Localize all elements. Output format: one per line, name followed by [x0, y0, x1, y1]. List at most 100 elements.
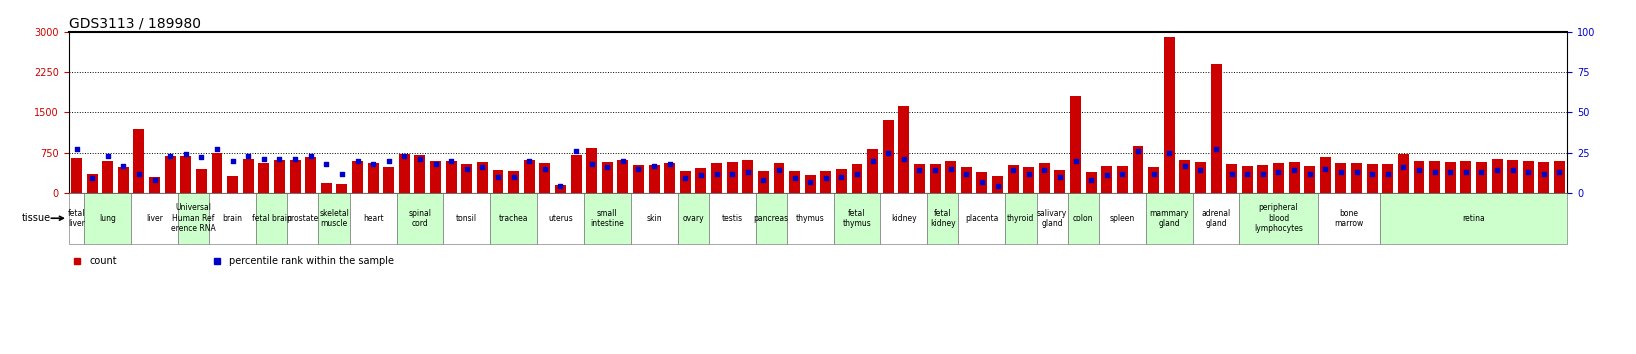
- Bar: [1258, 165, 1268, 193]
- Point: [1109, 171, 1135, 176]
- Bar: [180, 156, 191, 193]
- Bar: [584, 193, 631, 244]
- Bar: [118, 167, 129, 193]
- Bar: [883, 120, 893, 193]
- Bar: [805, 175, 816, 193]
- Point: [438, 158, 465, 164]
- Point: [219, 158, 245, 164]
- Point: [1469, 169, 1495, 175]
- Text: prostate: prostate: [286, 214, 319, 223]
- Text: thymus: thymus: [795, 214, 825, 223]
- Bar: [149, 177, 160, 193]
- Point: [985, 184, 1011, 189]
- Text: mammary
gland: mammary gland: [1150, 209, 1189, 228]
- Text: percentile rank within the sample: percentile rank within the sample: [229, 256, 394, 267]
- Point: [329, 171, 355, 176]
- Point: [345, 158, 371, 164]
- Bar: [87, 174, 98, 193]
- Bar: [540, 163, 550, 193]
- Bar: [991, 176, 1003, 193]
- Point: [859, 158, 885, 164]
- Bar: [774, 163, 784, 193]
- Point: [1297, 171, 1324, 176]
- Bar: [321, 183, 332, 193]
- Point: [923, 167, 949, 173]
- Point: [828, 174, 854, 180]
- Bar: [337, 183, 347, 193]
- Point: [1188, 167, 1214, 173]
- Text: skin: skin: [646, 214, 663, 223]
- Bar: [1414, 161, 1425, 193]
- Point: [110, 163, 136, 169]
- Point: [515, 158, 542, 164]
- Text: adrenal
gland: adrenal gland: [1201, 209, 1230, 228]
- Point: [141, 177, 167, 183]
- Point: [937, 166, 964, 172]
- Point: [1094, 172, 1121, 178]
- Point: [422, 161, 448, 167]
- Point: [1374, 171, 1400, 176]
- Bar: [631, 193, 677, 244]
- Bar: [478, 162, 488, 193]
- Bar: [1335, 162, 1346, 193]
- Bar: [1145, 193, 1193, 244]
- Point: [656, 161, 682, 167]
- Bar: [555, 184, 566, 193]
- Bar: [1086, 172, 1096, 193]
- Bar: [1476, 161, 1487, 193]
- Bar: [820, 171, 831, 193]
- Text: colon: colon: [1073, 214, 1093, 223]
- Bar: [946, 161, 955, 193]
- Bar: [867, 149, 879, 193]
- Point: [1016, 171, 1042, 176]
- Text: fetal
kidney: fetal kidney: [931, 209, 955, 228]
- Bar: [537, 193, 584, 244]
- Point: [453, 166, 479, 172]
- Bar: [959, 193, 1005, 244]
- Point: [1047, 174, 1073, 180]
- Text: spleen: spleen: [1109, 214, 1135, 223]
- Point: [1234, 171, 1260, 176]
- Bar: [70, 158, 82, 193]
- Point: [204, 147, 231, 152]
- Point: [1000, 167, 1026, 173]
- Text: skeletal
muscle: skeletal muscle: [319, 209, 348, 228]
- Bar: [383, 167, 394, 193]
- Bar: [1381, 193, 1567, 244]
- Bar: [509, 171, 519, 193]
- Point: [797, 179, 823, 184]
- Text: uterus: uterus: [548, 214, 573, 223]
- Bar: [1211, 64, 1222, 193]
- Bar: [617, 160, 628, 193]
- Bar: [350, 193, 396, 244]
- Bar: [929, 164, 941, 193]
- Bar: [571, 155, 581, 193]
- Point: [1405, 167, 1432, 173]
- Bar: [1101, 166, 1112, 193]
- Point: [687, 172, 713, 178]
- Point: [1219, 171, 1245, 176]
- Text: testis: testis: [721, 214, 743, 223]
- Bar: [399, 154, 409, 193]
- Bar: [306, 157, 316, 193]
- Point: [610, 158, 636, 164]
- Bar: [1117, 166, 1127, 193]
- Bar: [524, 160, 535, 193]
- Bar: [1070, 96, 1081, 193]
- Bar: [1304, 166, 1315, 193]
- Bar: [85, 193, 131, 244]
- Bar: [1320, 157, 1330, 193]
- Text: small
intestine: small intestine: [591, 209, 625, 228]
- Point: [563, 148, 589, 154]
- Bar: [852, 165, 862, 193]
- Bar: [1194, 162, 1206, 193]
- Text: bone
marrow: bone marrow: [1333, 209, 1363, 228]
- Point: [501, 174, 527, 180]
- Point: [188, 155, 214, 160]
- Point: [1391, 164, 1417, 170]
- Point: [875, 150, 901, 155]
- Point: [1265, 169, 1291, 175]
- Bar: [834, 193, 880, 244]
- Bar: [227, 176, 239, 193]
- Bar: [915, 165, 924, 193]
